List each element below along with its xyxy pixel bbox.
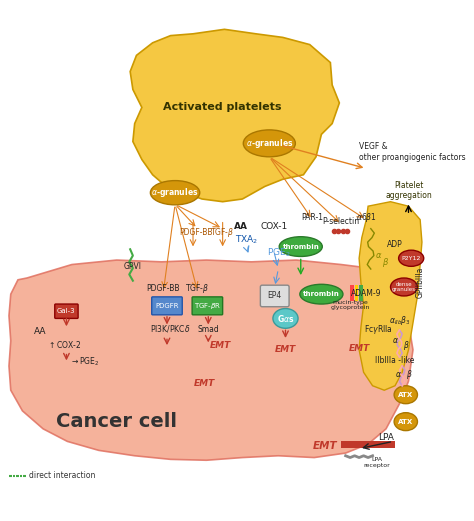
Text: TXA$_2$: TXA$_2$	[235, 233, 259, 245]
Text: $\alpha_{IIb}\beta_3$: $\alpha_{IIb}\beta_3$	[389, 314, 410, 327]
Ellipse shape	[394, 413, 418, 431]
Polygon shape	[9, 260, 413, 460]
Text: GPIIbIIIa: GPIIbIIIa	[416, 267, 425, 298]
Text: IIbIIIa -like: IIbIIIa -like	[375, 356, 415, 365]
Text: COX-1: COX-1	[260, 221, 287, 231]
Ellipse shape	[273, 308, 298, 328]
Text: PAR-1: PAR-1	[301, 213, 323, 221]
Ellipse shape	[391, 278, 418, 296]
Text: Cancer cell: Cancer cell	[56, 412, 177, 431]
Text: EMT: EMT	[313, 441, 337, 451]
Text: EP4: EP4	[268, 291, 282, 301]
FancyBboxPatch shape	[55, 304, 78, 318]
FancyBboxPatch shape	[359, 285, 363, 301]
Text: $\alpha$-granules: $\alpha$-granules	[151, 186, 199, 199]
FancyBboxPatch shape	[152, 297, 182, 315]
Text: $\beta$: $\beta$	[403, 339, 410, 352]
Text: $\beta$: $\beta$	[406, 368, 412, 381]
Text: direct interaction: direct interaction	[29, 471, 95, 480]
Text: $\alpha$-granules: $\alpha$-granules	[246, 137, 293, 150]
Text: Platelet
aggregation: Platelet aggregation	[385, 180, 432, 200]
Text: P-selectin: P-selectin	[323, 217, 360, 226]
Text: $\alpha$: $\alpha$	[395, 370, 402, 379]
Text: AA: AA	[34, 327, 46, 336]
Text: PI3K/PKC$\delta$: PI3K/PKC$\delta$	[150, 324, 191, 334]
Text: ADP: ADP	[387, 240, 403, 249]
Text: thrombin: thrombin	[303, 291, 340, 297]
Text: $\alpha$6$\beta$1: $\alpha$6$\beta$1	[356, 210, 377, 224]
Text: TGF-$\beta$R: TGF-$\beta$R	[194, 301, 221, 311]
Text: AA: AA	[234, 221, 247, 231]
Polygon shape	[130, 29, 339, 202]
Ellipse shape	[394, 386, 418, 404]
Text: VEGF &
other proangiogenic factors: VEGF & other proangiogenic factors	[359, 142, 466, 162]
Text: TGF-$\beta$: TGF-$\beta$	[210, 226, 235, 239]
Ellipse shape	[399, 250, 424, 266]
Text: TGF-$\beta$: TGF-$\beta$	[185, 282, 210, 295]
Text: Fc$\gamma$RIIa: Fc$\gamma$RIIa	[365, 323, 393, 336]
Text: PDGF-BB: PDGF-BB	[146, 284, 180, 293]
FancyBboxPatch shape	[350, 285, 354, 301]
Text: PGE$_2$: PGE$_2$	[266, 246, 290, 259]
Text: EMT: EMT	[348, 343, 370, 353]
Ellipse shape	[150, 181, 200, 205]
Text: LPA
receptor: LPA receptor	[364, 457, 391, 467]
Text: $\beta$: $\beta$	[382, 255, 389, 268]
Ellipse shape	[279, 237, 322, 256]
Text: thrombin: thrombin	[283, 244, 319, 250]
Text: P2Y12: P2Y12	[401, 256, 421, 260]
Ellipse shape	[300, 284, 343, 304]
Text: ADAM-9: ADAM-9	[351, 289, 382, 298]
Text: EMT: EMT	[275, 345, 296, 354]
Text: $\uparrow$COX-2: $\uparrow$COX-2	[47, 339, 82, 350]
Text: PDGF-BB: PDGF-BB	[179, 228, 212, 237]
Text: LPA: LPA	[378, 432, 394, 442]
Text: Gal-3: Gal-3	[57, 308, 76, 314]
FancyBboxPatch shape	[192, 297, 223, 315]
FancyBboxPatch shape	[341, 441, 395, 448]
Text: Activated platelets: Activated platelets	[164, 103, 282, 113]
Text: GPVI: GPVI	[124, 262, 142, 271]
Text: EMT: EMT	[194, 379, 215, 389]
Text: mucin-type
glycoprotein: mucin-type glycoprotein	[330, 300, 370, 311]
Text: dense
granules: dense granules	[392, 281, 416, 292]
Ellipse shape	[243, 130, 295, 157]
Polygon shape	[359, 202, 422, 390]
Text: G$\alpha$s: G$\alpha$s	[277, 313, 294, 324]
FancyBboxPatch shape	[355, 285, 358, 301]
Text: EMT: EMT	[210, 341, 230, 350]
Text: PDGFR: PDGFR	[155, 303, 179, 309]
Text: $\alpha$: $\alpha$	[375, 251, 383, 260]
Text: $\rightarrow$PGE$_2$: $\rightarrow$PGE$_2$	[70, 355, 100, 368]
Text: ATX: ATX	[398, 392, 413, 398]
Text: ATX: ATX	[398, 419, 413, 425]
FancyBboxPatch shape	[260, 285, 289, 307]
Text: Smad: Smad	[197, 325, 219, 334]
Text: $\alpha$: $\alpha$	[392, 336, 399, 345]
